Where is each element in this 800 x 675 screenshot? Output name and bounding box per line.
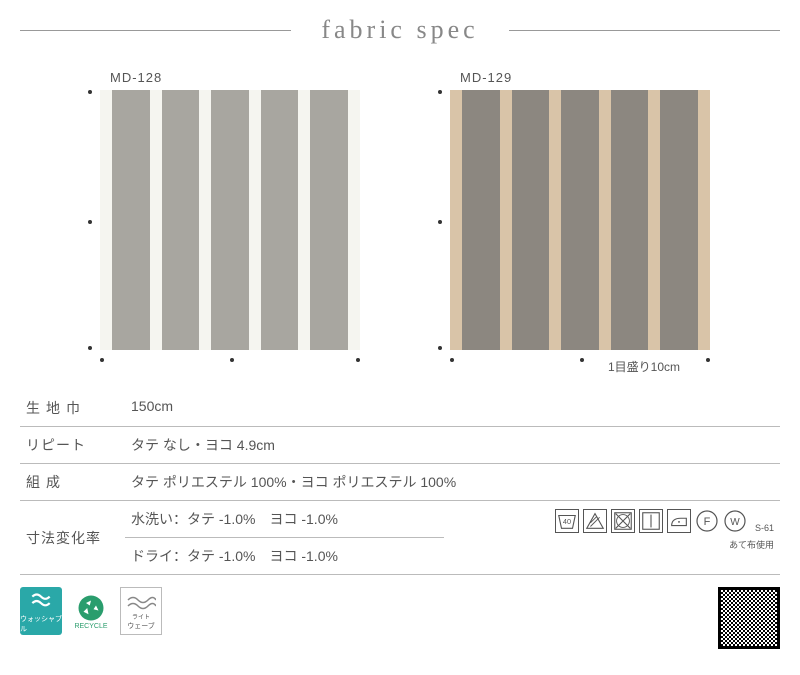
spec-label: 組成 bbox=[20, 464, 125, 501]
spec-label: 生地巾 bbox=[20, 390, 125, 427]
spec-label: リピート bbox=[20, 427, 125, 464]
swatch-code: MD-128 bbox=[110, 70, 360, 85]
swatch-row: MD-128 bbox=[100, 70, 780, 350]
dry-icon bbox=[639, 509, 663, 533]
table-row: リピート タテ なし・ヨコ 4.9cm bbox=[20, 427, 780, 464]
spec-value: タテ ポリエステル 100%・ヨコ ポリエステル 100% bbox=[125, 464, 780, 501]
care-icons-cell: 40 F W S-61 あて布使用 bbox=[444, 501, 780, 575]
care-code: S-61 bbox=[755, 523, 774, 533]
wave-badge: ライト ウェーブ bbox=[120, 587, 162, 635]
recycle-badge: RECYCLE bbox=[70, 587, 112, 635]
divider-left bbox=[20, 30, 291, 31]
tumble-dry-icon bbox=[611, 509, 635, 533]
table-row: 寸法変化率 水洗い：タテ -1.0% ヨコ -1.0% 40 F W S-61 … bbox=[20, 501, 780, 538]
swatch-image bbox=[100, 90, 360, 350]
wash-icon: 40 bbox=[555, 509, 579, 533]
section-title: fabric spec bbox=[321, 15, 478, 45]
svg-text:F: F bbox=[704, 516, 711, 528]
section-header: fabric spec bbox=[20, 15, 780, 45]
swatch-block: MD-129 bbox=[450, 70, 710, 350]
svg-text:40: 40 bbox=[563, 517, 571, 526]
spec-value: タテ なし・ヨコ 4.9cm bbox=[125, 427, 780, 464]
spec-value: 150cm bbox=[125, 390, 780, 427]
spec-table: 生地巾 150cm リピート タテ なし・ヨコ 4.9cm 組成 タテ ポリエス… bbox=[20, 390, 780, 575]
table-row: 生地巾 150cm bbox=[20, 390, 780, 427]
dryclean-f-icon: F bbox=[695, 509, 719, 533]
qr-code bbox=[718, 587, 780, 649]
swatch-code: MD-129 bbox=[460, 70, 710, 85]
spec-value: 水洗い：タテ -1.0% ヨコ -1.0% bbox=[125, 501, 444, 538]
bleach-icon bbox=[583, 509, 607, 533]
swatch-block: MD-128 bbox=[100, 70, 360, 350]
spec-value: ドライ：タテ -1.0% ヨコ -1.0% bbox=[125, 538, 444, 575]
iron-icon bbox=[667, 509, 691, 533]
swatch-image bbox=[450, 90, 710, 350]
table-row: 組成 タテ ポリエステル 100%・ヨコ ポリエステル 100% bbox=[20, 464, 780, 501]
badge-group: ウォッシャブル RECYCLE ライト ウェーブ bbox=[20, 587, 162, 635]
care-note: あて布使用 bbox=[450, 538, 774, 551]
divider-right bbox=[509, 30, 780, 31]
wetclean-w-icon: W bbox=[723, 509, 747, 533]
washable-badge: ウォッシャブル bbox=[20, 587, 62, 635]
spec-label: 寸法変化率 bbox=[20, 501, 125, 575]
footer-row: ウォッシャブル RECYCLE ライト ウェーブ bbox=[20, 587, 780, 649]
svg-text:W: W bbox=[730, 517, 740, 528]
